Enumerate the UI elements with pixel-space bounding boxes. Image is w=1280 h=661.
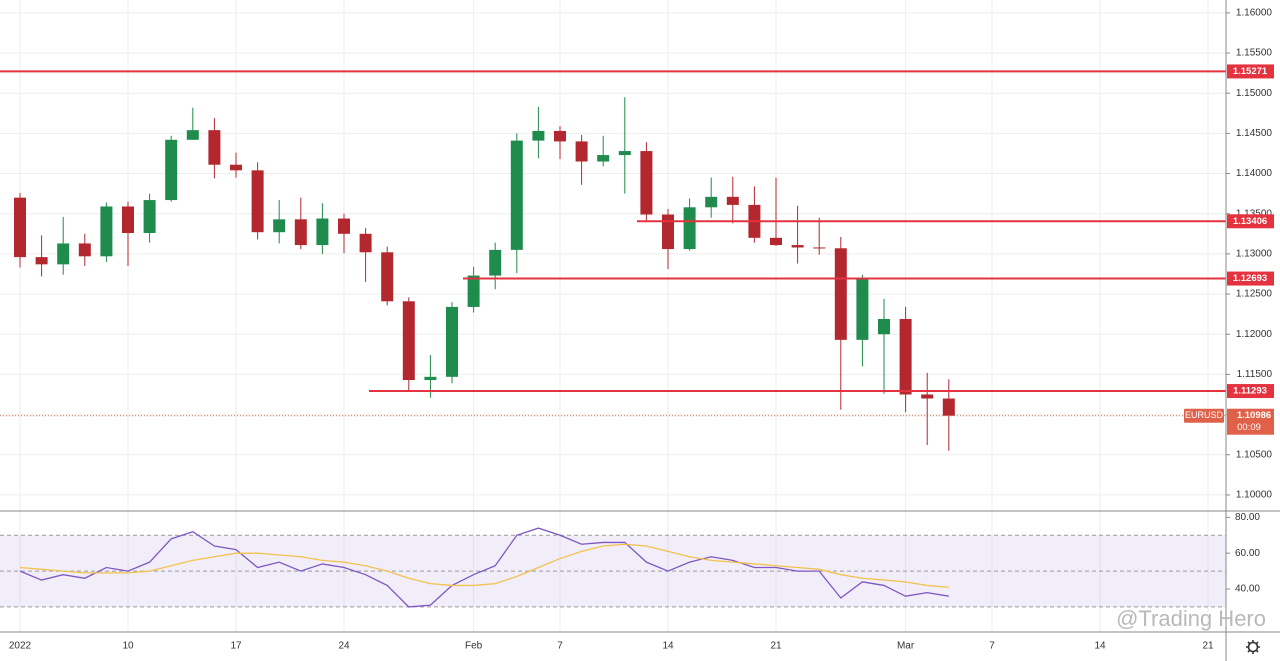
y-tick-label: 80.00 xyxy=(1235,512,1260,523)
x-tick-label: 17 xyxy=(230,641,242,652)
candle-body xyxy=(316,218,329,246)
candle-body xyxy=(78,243,91,257)
candle-body xyxy=(294,219,307,246)
settings-icon[interactable] xyxy=(1246,640,1260,654)
candle-body xyxy=(208,130,221,165)
y-tick-label: 1.15500 xyxy=(1236,48,1273,59)
candle-body xyxy=(489,249,502,276)
level-label-bg xyxy=(1227,384,1274,399)
rsi-line xyxy=(19,527,949,608)
y-tick-label: 1.12000 xyxy=(1236,329,1273,340)
symbol-label: EURUSD xyxy=(1185,410,1224,420)
candle-body xyxy=(424,376,437,381)
candle-body xyxy=(359,233,372,253)
y-tick-label: 1.13000 xyxy=(1236,249,1273,260)
candle-body xyxy=(532,130,545,141)
candle-body xyxy=(554,130,566,142)
x-tick-label: 21 xyxy=(770,641,782,652)
level-label: 1.15271 xyxy=(1233,66,1268,77)
x-tick-label: Feb xyxy=(465,641,483,652)
candle-body xyxy=(35,257,48,265)
level-label: 1.13406 xyxy=(1233,216,1267,227)
y-tick-label: 1.14000 xyxy=(1236,168,1273,179)
candle-body xyxy=(165,139,178,201)
level-label-bg xyxy=(1227,64,1274,79)
candle-body xyxy=(402,301,415,381)
candle-body xyxy=(338,218,350,234)
candle-body xyxy=(143,200,156,234)
price-label-bg xyxy=(1227,408,1274,435)
candle-body xyxy=(683,207,696,250)
candle-body xyxy=(381,252,394,302)
candle-body xyxy=(57,243,70,265)
x-tick-label: 14 xyxy=(662,641,674,652)
candle-body xyxy=(899,318,912,395)
x-tick-label: 10 xyxy=(122,641,134,652)
x-tick-label: 2022 xyxy=(9,641,32,652)
candle-body xyxy=(100,206,113,257)
level-label: 1.11293 xyxy=(1233,386,1267,397)
candle-body xyxy=(467,275,480,307)
candle-body xyxy=(942,398,955,416)
y-tick-label: 60.00 xyxy=(1235,548,1260,559)
y-tick-label: 40.00 xyxy=(1235,584,1260,595)
candle-body xyxy=(230,164,242,171)
grid xyxy=(0,0,1226,632)
plot xyxy=(0,70,1226,608)
candle-body xyxy=(834,248,847,340)
axes: 1.100001.105001.110001.115001.120001.125… xyxy=(9,7,1274,652)
candle-body xyxy=(597,155,610,162)
candle-body xyxy=(921,394,934,399)
x-tick-label: 7 xyxy=(989,641,995,652)
candle-body xyxy=(575,141,588,162)
y-tick-label: 1.11500 xyxy=(1237,369,1273,380)
candle-body xyxy=(813,247,826,249)
candle-body xyxy=(705,196,718,208)
candle-body xyxy=(726,196,739,205)
candle-body xyxy=(770,237,782,246)
candle-body xyxy=(640,151,653,215)
candle-body xyxy=(662,214,674,250)
candle-body xyxy=(791,245,804,248)
x-tick-label: 24 xyxy=(338,641,350,652)
candle-body xyxy=(878,318,890,335)
candle-body xyxy=(618,151,631,156)
price-label: 1.10986 xyxy=(1237,410,1271,421)
candle-body xyxy=(273,219,286,233)
x-tick-label: Mar xyxy=(897,641,915,652)
y-tick-label: 1.14500 xyxy=(1236,128,1273,139)
y-tick-label: 1.10000 xyxy=(1236,490,1273,501)
countdown: 00:09 xyxy=(1237,422,1261,433)
x-tick-label: 7 xyxy=(557,641,563,652)
x-tick-label: 14 xyxy=(1094,641,1106,652)
symbol-label-bg xyxy=(1184,408,1224,423)
y-tick-label: 1.10500 xyxy=(1236,449,1273,460)
candle-body xyxy=(446,306,458,377)
candle-body xyxy=(251,170,264,233)
y-tick-label: 1.15000 xyxy=(1236,88,1273,99)
candle-body xyxy=(856,277,869,340)
candle-body xyxy=(14,197,26,258)
candle-body xyxy=(510,140,523,250)
y-tick-label: 1.16000 xyxy=(1236,7,1273,18)
candle-body xyxy=(122,206,134,234)
level-label-bg xyxy=(1227,214,1274,229)
y-tick-label: 1.12500 xyxy=(1236,289,1273,300)
x-tick-label: 21 xyxy=(1202,641,1214,652)
watermark: @Trading Hero xyxy=(1116,606,1266,631)
candle-body xyxy=(186,130,199,140)
y-tick-label: 1.13500 xyxy=(1236,208,1273,219)
level-label-bg xyxy=(1227,271,1274,286)
rsi-ma-line xyxy=(19,543,949,588)
level-label: 1.12693 xyxy=(1233,273,1267,284)
